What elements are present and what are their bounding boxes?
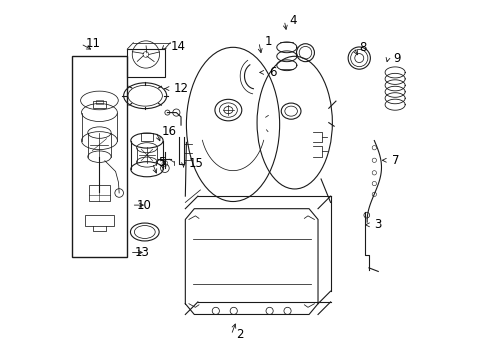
Bar — [88, 185, 110, 201]
Text: 10: 10 — [137, 199, 151, 212]
Bar — [127, 49, 164, 77]
Text: 1: 1 — [264, 35, 271, 49]
Text: 15: 15 — [188, 157, 203, 170]
Text: 4: 4 — [289, 14, 297, 27]
Text: 3: 3 — [373, 218, 381, 231]
Text: 9: 9 — [392, 51, 400, 64]
Bar — [96, 100, 103, 104]
Text: 11: 11 — [86, 37, 101, 50]
Bar — [140, 134, 153, 140]
Bar — [85, 215, 114, 226]
Bar — [93, 100, 106, 108]
Bar — [72, 56, 127, 257]
Text: 8: 8 — [359, 41, 366, 54]
Text: 13: 13 — [135, 246, 150, 259]
Text: 5: 5 — [158, 156, 165, 169]
Text: 16: 16 — [161, 125, 176, 138]
Text: 2: 2 — [236, 328, 244, 341]
Text: 14: 14 — [170, 40, 185, 53]
Text: 7: 7 — [391, 154, 398, 167]
Text: 6: 6 — [268, 66, 276, 79]
Text: 12: 12 — [173, 82, 188, 95]
